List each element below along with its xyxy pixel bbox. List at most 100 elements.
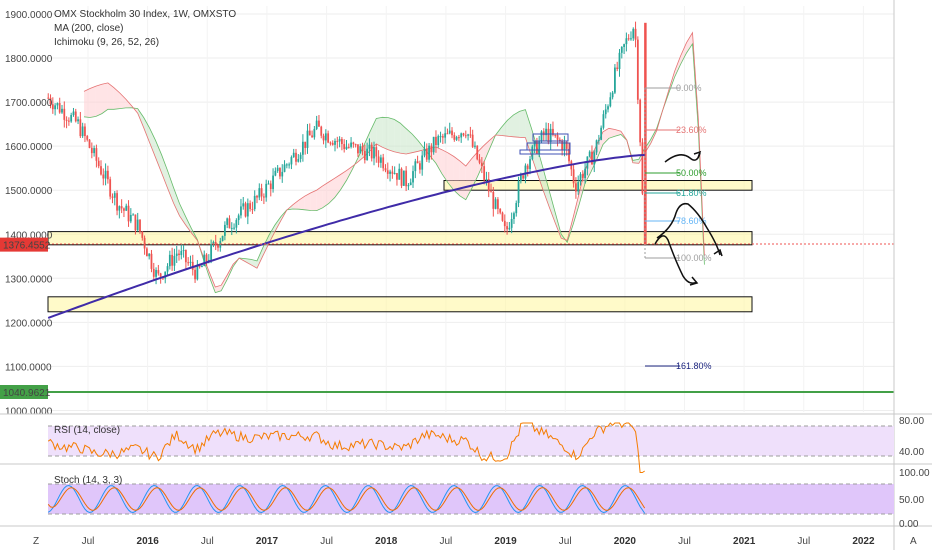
candle: [639, 99, 642, 143]
stoch-tick-50: 50.00: [899, 495, 924, 506]
candle: [212, 241, 215, 245]
candle: [136, 219, 139, 231]
auto-scale-button[interactable]: A: [910, 536, 917, 547]
candle: [618, 52, 621, 69]
stoch-pane[interactable]: Stoch (14, 3, 3) 100.00 50.00 0.00: [47, 468, 930, 530]
rsi-pane[interactable]: RSI (14, close) 80.00 40.00: [47, 416, 924, 473]
time-label-10: Jul: [678, 536, 691, 547]
time-label-2: Jul: [201, 536, 214, 547]
candle: [577, 182, 580, 192]
cloud-segment: [543, 169, 550, 208]
candle: [556, 135, 559, 140]
candle: [116, 193, 118, 211]
candle: [308, 130, 311, 136]
candle: [533, 141, 536, 147]
candle: [595, 140, 598, 153]
cloud-segment: [292, 200, 299, 210]
candle: [352, 142, 355, 145]
time-label-9: 2020: [614, 536, 637, 547]
candle: [499, 208, 502, 213]
candle: [630, 38, 632, 40]
candle: [49, 97, 52, 105]
candle: [214, 241, 217, 246]
candle: [634, 28, 637, 40]
cloud-segment: [113, 87, 120, 110]
cloud-segment: [579, 169, 586, 205]
candle: [237, 215, 240, 221]
candle: [391, 171, 394, 174]
candle: [480, 162, 483, 167]
cloud-segment: [215, 285, 222, 293]
candle: [201, 265, 203, 268]
candle: [607, 106, 609, 110]
candle: [244, 203, 247, 217]
candle: [522, 175, 525, 179]
candle: [478, 159, 481, 163]
candle: [63, 108, 66, 120]
candle: [164, 271, 167, 279]
candle: [235, 220, 238, 228]
candle: [88, 139, 91, 148]
main-pane[interactable]: [48, 6, 894, 412]
candle: [471, 134, 474, 147]
candle: [386, 170, 389, 174]
candle: [118, 206, 121, 211]
fib-retracement[interactable]: 0.00% 23.60% 50.00% 61.80% 78.60% 100.00% 161.…: [644, 83, 712, 371]
candle: [503, 220, 506, 227]
candle: [515, 202, 518, 214]
candle: [540, 131, 543, 142]
candle: [217, 245, 219, 248]
candle: [526, 165, 529, 169]
cloud-segment: [418, 140, 425, 152]
candle: [554, 134, 557, 136]
candle: [345, 146, 348, 150]
cloud-segment: [686, 32, 693, 53]
candle: [462, 133, 465, 136]
fib-label-2: 50.00%: [676, 168, 707, 178]
candle: [359, 146, 362, 154]
cloud-segment: [84, 88, 90, 118]
candle: [354, 144, 357, 146]
candle: [292, 152, 295, 158]
fib-label-6: 161.80%: [676, 361, 712, 371]
zoom-button[interactable]: Z: [33, 536, 39, 547]
price-badge-text-1: 1040.9621: [3, 388, 51, 399]
candle: [143, 237, 146, 249]
cloud-segment: [483, 140, 490, 163]
candle: [281, 171, 284, 177]
candle: [304, 141, 307, 148]
price-tick-6: 1300.0000: [5, 274, 53, 285]
cloud-segment: [376, 117, 383, 148]
candle: [627, 38, 630, 40]
candle: [368, 144, 371, 149]
fib-label-4: 78.60%: [676, 216, 707, 226]
legend: OMX Stockholm 30 Index, 1W, OMXSTO MA (2…: [54, 9, 236, 48]
candle: [435, 136, 437, 146]
candle: [519, 175, 522, 182]
cloud-segment: [143, 117, 150, 143]
price-tick-0: 1900.0000: [5, 10, 53, 21]
cloud-segment: [519, 109, 526, 138]
hand-drawn-path: [654, 150, 723, 286]
cloud-segment: [149, 128, 156, 158]
candle: [460, 133, 463, 138]
candle: [597, 139, 600, 141]
time-axis[interactable]: Jul 2016 Jul 2017 Jul 2018 Jul 2019 Jul 2020 Jul 20…: [82, 536, 875, 547]
cloud-segment: [477, 145, 484, 177]
candle: [251, 209, 254, 211]
candle: [377, 156, 380, 163]
candle: [145, 248, 148, 257]
candle: [320, 126, 323, 136]
candle: [184, 250, 187, 263]
candle: [207, 259, 210, 261]
candle: [267, 183, 270, 185]
ichimoku-cloud: [83, 31, 705, 294]
price-badge-text-0: 1376.4552: [3, 241, 51, 252]
candle: [123, 208, 125, 211]
candle: [171, 254, 174, 266]
candle: [393, 173, 396, 175]
candle: [439, 136, 442, 138]
candle: [155, 270, 157, 277]
price-axis[interactable]: 1900.0000 1800.0000 1700.0000 1600.0000 1500…: [0, 10, 53, 417]
